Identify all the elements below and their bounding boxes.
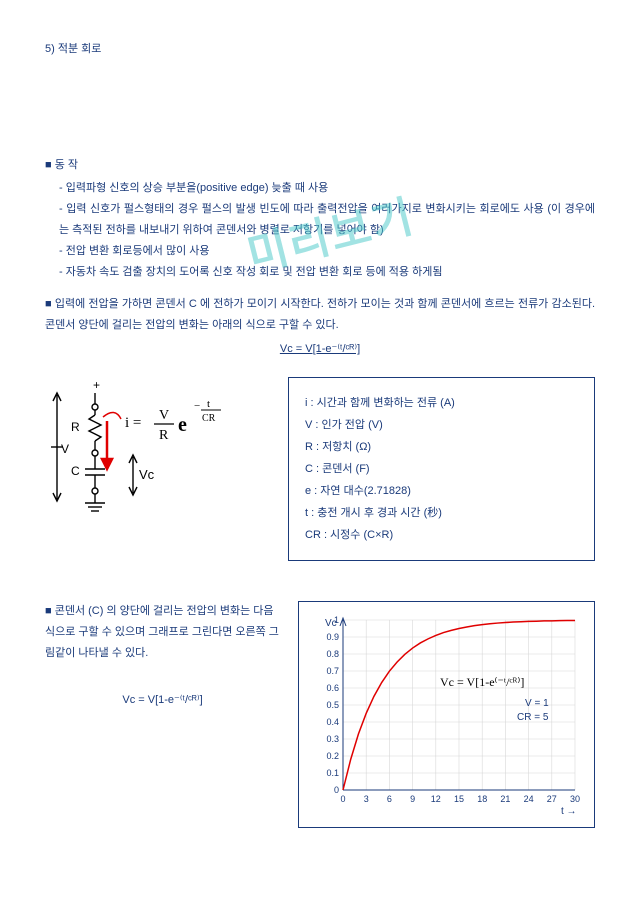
svg-text:0.1: 0.1 <box>326 768 339 778</box>
eq-e: e <box>178 414 187 436</box>
svg-text:12: 12 <box>431 794 441 804</box>
svg-text:0.4: 0.4 <box>326 717 339 727</box>
svg-text:−: − <box>194 400 200 412</box>
svg-text:Vc = V[1-e⁽⁻ᵗ/ᶜᴿ⁾]: Vc = V[1-e⁽⁻ᵗ/ᶜᴿ⁾] <box>440 675 524 689</box>
def-cr: CR : 시정수 (C×R) <box>305 524 578 546</box>
circuit-diagram: + <box>45 377 270 517</box>
svg-text:Vc: Vc <box>325 618 337 629</box>
svg-text:27: 27 <box>547 794 557 804</box>
operation-point-1: - 입력 신호가 펄스형태의 경우 펄스의 발생 빈도에 따라 출력전압을 여러… <box>59 199 595 241</box>
def-r: R : 저항치 (Ω) <box>305 436 578 458</box>
svg-text:0.3: 0.3 <box>326 734 339 744</box>
svg-text:0.9: 0.9 <box>326 632 339 642</box>
svg-text:0: 0 <box>340 794 345 804</box>
def-v: V : 인가 전압 (V) <box>305 414 578 436</box>
def-e: e : 자연 대수(2.71828) <box>305 480 578 502</box>
def-i: i : 시간과 함께 변화하는 전류 (A) <box>305 392 578 414</box>
para3-text: ■ 콘덴서 (C) 의 양단에 걸리는 전압의 변화는 다음 식으로 구할 수 … <box>45 601 280 664</box>
definitions-box: i : 시간과 함께 변화하는 전류 (A) V : 인가 전압 (V) R :… <box>288 377 595 561</box>
svg-text:V = 1: V = 1 <box>525 698 549 709</box>
eq-i: i = <box>125 415 141 431</box>
svg-text:0: 0 <box>334 785 339 795</box>
c-label: C <box>71 464 80 478</box>
svg-text:9: 9 <box>410 794 415 804</box>
eq-top: V <box>159 408 169 423</box>
vc-label: Vc <box>139 467 155 482</box>
v-label: V <box>61 442 69 456</box>
svg-text:21: 21 <box>500 794 510 804</box>
svg-text:3: 3 <box>364 794 369 804</box>
para2-formula: Vc = V[1-e⁻⁽ᵗ/ᶜᴿ⁾] <box>45 342 595 355</box>
def-t: t : 충전 개시 후 경과 시간 (秒) <box>305 502 578 524</box>
svg-text:0.8: 0.8 <box>326 649 339 659</box>
text-and-chart-row: ■ 콘덴서 (C) 의 양단에 걸리는 전압의 변화는 다음 식으로 구할 수 … <box>45 601 595 828</box>
svg-text:CR = 5: CR = 5 <box>517 712 549 723</box>
svg-text:0.2: 0.2 <box>326 751 339 761</box>
svg-text:15: 15 <box>454 794 464 804</box>
svg-text:6: 6 <box>387 794 392 804</box>
operation-point-3: - 자동차 속도 검출 장치의 도어록 신호 작성 회로 및 전압 변환 회로 … <box>59 262 595 283</box>
def-c: C : 콘덴서 (F) <box>305 458 578 480</box>
operation-heading: ■ 동 작 <box>45 156 595 172</box>
page-title: 5) 적분 회로 <box>45 40 595 56</box>
para3-col: ■ 콘덴서 (C) 의 양단에 걸리는 전압의 변화는 다음 식으로 구할 수 … <box>45 601 280 711</box>
para2-heading: ■ 입력에 전압을 가하면 콘덴서 C 에 전하가 모이기 시작한다. 전하가 … <box>45 294 595 336</box>
para3-formula: Vc = V[1-e⁻⁽ᵗ/ᶜᴿ⁾] <box>45 690 280 711</box>
circuit-and-defs-row: + <box>45 377 595 561</box>
operation-point-0: - 입력파형 신호의 상승 부분을(positive edge) 늦출 때 사용 <box>59 178 595 199</box>
svg-text:t →: t → <box>561 806 577 817</box>
svg-text:18: 18 <box>477 794 487 804</box>
eq-bot: R <box>159 428 169 443</box>
eq-exp-t: t <box>207 398 210 410</box>
r-label: R <box>71 420 80 434</box>
svg-text:0.7: 0.7 <box>326 666 339 676</box>
svg-text:0.5: 0.5 <box>326 700 339 710</box>
vc-chart: 00.10.20.30.40.50.60.70.80.9103691215182… <box>298 601 595 828</box>
svg-text:24: 24 <box>524 794 534 804</box>
eq-exp-cr: CR <box>202 413 216 424</box>
svg-text:30: 30 <box>570 794 580 804</box>
svg-text:0.6: 0.6 <box>326 683 339 693</box>
operation-point-2: - 전압 변환 회로등에서 많이 사용 <box>59 241 595 262</box>
plus-label: + <box>93 378 100 392</box>
